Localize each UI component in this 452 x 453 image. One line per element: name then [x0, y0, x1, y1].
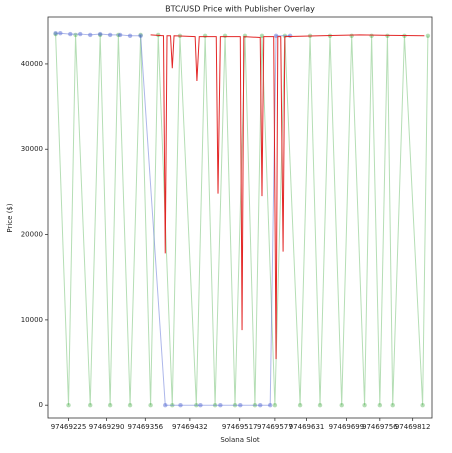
point [297, 403, 303, 408]
point [198, 403, 203, 408]
series-line [55, 32, 291, 406]
y-tick-label: 20000 [21, 231, 43, 239]
point [116, 32, 121, 38]
x-tick-label: 97469517 [222, 423, 258, 431]
y-tick-label: 30000 [21, 145, 43, 153]
point [127, 33, 133, 38]
x-tick-label: 97469631 [289, 423, 325, 431]
point [194, 403, 199, 408]
point [238, 403, 243, 408]
y-axis-label: Price ($) [6, 203, 14, 232]
point [127, 403, 133, 408]
x-tick-label: 97469577 [257, 423, 293, 431]
point [66, 403, 71, 408]
x-tick-label: 97469812 [395, 423, 431, 431]
point [138, 32, 143, 38]
x-tick-label: 97469290 [89, 423, 125, 431]
point [362, 403, 367, 408]
point [420, 403, 425, 408]
point [88, 403, 93, 408]
point [273, 33, 279, 38]
x-tick-label: 97469699 [329, 423, 365, 431]
x-tick-label: 97469225 [51, 423, 87, 431]
point [258, 403, 263, 408]
point [259, 33, 265, 38]
point [390, 403, 395, 408]
point [339, 403, 344, 408]
x-axis-label: Solana Slot [220, 436, 260, 444]
point [232, 403, 238, 408]
point [287, 33, 293, 38]
point [218, 403, 223, 408]
point [377, 403, 383, 408]
point [107, 403, 113, 408]
point [267, 403, 273, 408]
point [107, 32, 113, 38]
point [78, 31, 83, 37]
point [369, 33, 374, 38]
x-tick-label: 97469432 [172, 423, 208, 431]
point [170, 403, 175, 408]
point [68, 31, 73, 37]
point [97, 31, 103, 37]
point [317, 403, 323, 408]
point [349, 33, 354, 38]
point [53, 31, 58, 37]
chart-title: BTC/USD Price with Publisher Overlay [165, 5, 315, 14]
point [58, 31, 63, 36]
point [425, 33, 431, 38]
point [178, 403, 183, 408]
x-tick-label: 97469756 [362, 423, 398, 431]
y-tick-label: 10000 [21, 316, 43, 324]
point [212, 403, 218, 408]
point [138, 33, 143, 38]
x-tick-label: 97469356 [127, 423, 163, 431]
point [202, 33, 208, 38]
point [53, 31, 58, 36]
y-tick-label: 40000 [21, 60, 43, 68]
point [73, 32, 78, 38]
series-line [150, 34, 425, 360]
point [222, 33, 228, 38]
series-line [55, 34, 429, 406]
point [272, 403, 278, 408]
point [148, 403, 153, 408]
point [88, 32, 93, 38]
point [252, 403, 258, 408]
point [156, 32, 161, 38]
y-tick-label: 0 [39, 401, 43, 409]
point [117, 32, 123, 38]
point [97, 32, 103, 38]
point [163, 403, 168, 408]
